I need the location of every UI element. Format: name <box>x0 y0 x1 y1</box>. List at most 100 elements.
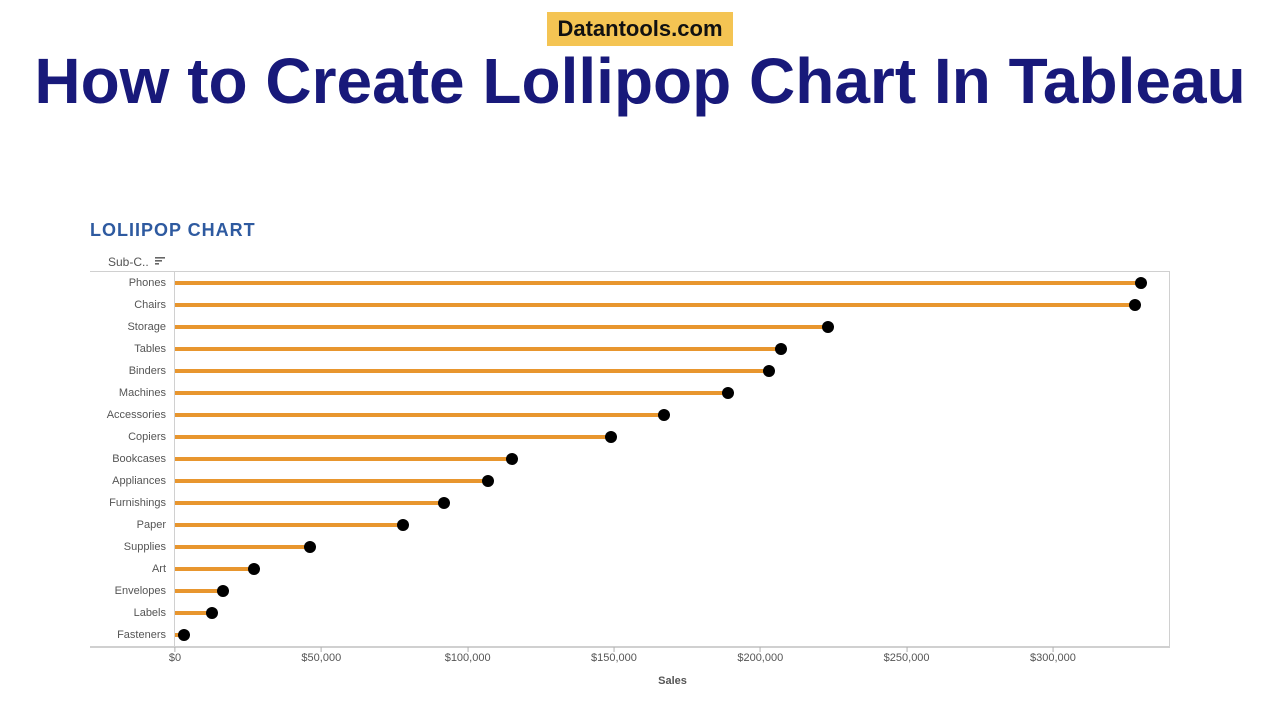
chart-track <box>175 294 1169 316</box>
chart-track <box>175 536 1169 558</box>
x-axis: Sales $0 $50,000 $100,000 $150,000 $200,000 $… <box>90 647 1170 687</box>
lollipop-bar <box>175 303 1135 307</box>
chart-track <box>175 602 1169 624</box>
chart-row: Bookcases <box>90 448 1169 470</box>
lollipop-bar <box>175 325 828 329</box>
category-label: Furnishings <box>90 492 175 514</box>
lollipop-dot <box>605 431 617 443</box>
chart-row: Tables <box>90 338 1169 360</box>
lollipop-chart: LOLIIPOP CHART Sub-C.. PhonesChairsStora… <box>90 220 1190 687</box>
chart-row: Chairs <box>90 294 1169 316</box>
chart-track <box>175 558 1169 580</box>
lollipop-bar <box>175 457 512 461</box>
chart-track <box>175 404 1169 426</box>
lollipop-dot <box>1135 277 1147 289</box>
chart-track <box>175 580 1169 602</box>
lollipop-dot <box>775 343 787 355</box>
lollipop-dot <box>438 497 450 509</box>
chart-row: Art <box>90 558 1169 580</box>
chart-row: Machines <box>90 382 1169 404</box>
chart-row: Binders <box>90 360 1169 382</box>
lollipop-bar <box>175 589 223 593</box>
lollipop-bar <box>175 479 488 483</box>
lollipop-bar <box>175 413 664 417</box>
chart-track <box>175 514 1169 536</box>
category-label: Chairs <box>90 294 175 316</box>
chart-row: Storage <box>90 316 1169 338</box>
category-label: Labels <box>90 602 175 624</box>
lollipop-bar <box>175 391 728 395</box>
lollipop-dot <box>658 409 670 421</box>
lollipop-bar <box>175 523 403 527</box>
category-label: Copiers <box>90 426 175 448</box>
x-tick: $0 <box>169 652 181 664</box>
lollipop-bar <box>175 545 310 549</box>
chart-track <box>175 272 1169 294</box>
lollipop-bar <box>175 347 781 351</box>
chart-row: Appliances <box>90 470 1169 492</box>
chart-row: Fasteners <box>90 624 1169 646</box>
lollipop-dot <box>206 607 218 619</box>
category-label: Fasteners <box>90 624 175 646</box>
chart-title: LOLIIPOP CHART <box>90 220 1190 241</box>
lollipop-dot <box>217 585 229 597</box>
lollipop-dot <box>482 475 494 487</box>
chart-track <box>175 470 1169 492</box>
lollipop-dot <box>506 453 518 465</box>
x-tick: $100,000 <box>445 652 491 664</box>
lollipop-dot <box>397 519 409 531</box>
sort-descending-icon <box>155 257 167 270</box>
chart-row: Labels <box>90 602 1169 624</box>
category-label: Phones <box>90 272 175 294</box>
category-label: Appliances <box>90 470 175 492</box>
lollipop-dot <box>178 629 190 641</box>
category-label: Binders <box>90 360 175 382</box>
chart-track <box>175 360 1169 382</box>
category-label: Envelopes <box>90 580 175 602</box>
chart-row: Copiers <box>90 426 1169 448</box>
page-title: How to Create Lollipop Chart In Tableau <box>0 48 1280 115</box>
chart-track <box>175 492 1169 514</box>
lollipop-dot <box>304 541 316 553</box>
x-tick: $300,000 <box>1030 652 1076 664</box>
chart-plot: PhonesChairsStorageTablesBindersMachines… <box>90 271 1170 647</box>
x-tick: $250,000 <box>884 652 930 664</box>
chart-track <box>175 316 1169 338</box>
chart-track <box>175 448 1169 470</box>
x-tick: $200,000 <box>737 652 783 664</box>
lollipop-dot <box>248 563 260 575</box>
category-label: Art <box>90 558 175 580</box>
chart-row: Supplies <box>90 536 1169 558</box>
chart-row: Furnishings <box>90 492 1169 514</box>
lollipop-dot <box>822 321 834 333</box>
lollipop-bar <box>175 281 1141 285</box>
lollipop-bar <box>175 369 769 373</box>
category-label: Machines <box>90 382 175 404</box>
chart-track <box>175 624 1169 646</box>
chart-row: Paper <box>90 514 1169 536</box>
chart-row: Envelopes <box>90 580 1169 602</box>
lollipop-dot <box>763 365 775 377</box>
chart-track <box>175 338 1169 360</box>
category-label: Storage <box>90 316 175 338</box>
x-axis-label: Sales <box>658 675 687 687</box>
sort-field-label: Sub-C.. <box>108 255 149 269</box>
brand-badge: Datantools.com <box>547 12 732 46</box>
chart-track <box>175 382 1169 404</box>
category-label: Tables <box>90 338 175 360</box>
lollipop-bar <box>175 501 444 505</box>
chart-row: Phones <box>90 272 1169 294</box>
chart-track <box>175 426 1169 448</box>
sort-header[interactable]: Sub-C.. <box>108 255 1190 269</box>
category-label: Bookcases <box>90 448 175 470</box>
category-label: Accessories <box>90 404 175 426</box>
lollipop-bar <box>175 567 254 571</box>
lollipop-dot <box>722 387 734 399</box>
x-tick: $50,000 <box>301 652 341 664</box>
category-label: Supplies <box>90 536 175 558</box>
lollipop-bar <box>175 435 611 439</box>
category-label: Paper <box>90 514 175 536</box>
x-tick: $150,000 <box>591 652 637 664</box>
lollipop-dot <box>1129 299 1141 311</box>
chart-row: Accessories <box>90 404 1169 426</box>
